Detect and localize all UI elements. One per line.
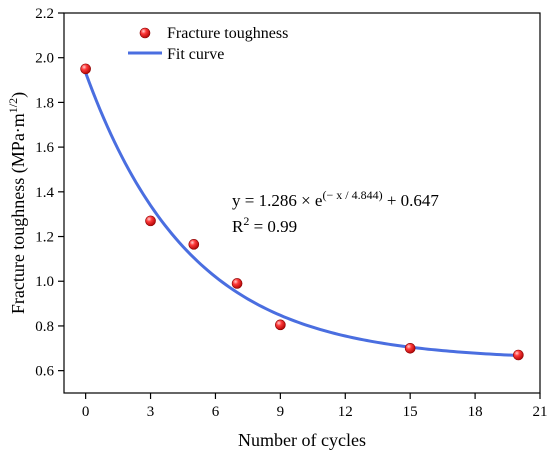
plot-frame <box>63 12 541 394</box>
fit-equation-suffix: + 0.647 <box>383 191 440 210</box>
x-tick-label: 3 <box>147 404 155 420</box>
x-tick-label: 12 <box>338 404 353 420</box>
x-tick-label: 15 <box>403 404 418 420</box>
y-tick-label: 2.2 <box>35 6 54 22</box>
data-point <box>80 63 91 75</box>
y-axis-title-close: ) <box>8 92 29 98</box>
y-tick-label: 1.8 <box>35 95 54 111</box>
fit-equation-prefix: y = 1.286 × e <box>232 191 322 210</box>
y-tick-label: 0.6 <box>35 364 54 380</box>
fit-curve-layer <box>84 72 519 358</box>
r-squared-value: = 0.99 <box>249 217 297 236</box>
x-tick-label: 21 <box>533 404 548 420</box>
y-tick-label: 1.0 <box>35 274 54 290</box>
y-tick-label: 1.6 <box>35 140 54 156</box>
r-squared-annotation: R2 = 0.99 <box>232 214 297 236</box>
y-axis-title: Fracture toughness (MPa·m1/2) <box>6 92 29 314</box>
data-point <box>188 239 200 250</box>
data-points-layer <box>80 63 524 361</box>
data-point <box>275 319 286 331</box>
x-axis-ticks: 0 3 6 9 12 15 18 21 <box>82 393 548 420</box>
y-axis-title-main: Fracture toughness (MPa·m <box>8 113 29 314</box>
r-squared-sup: 2 <box>243 214 249 228</box>
x-axis-title: Number of cycles <box>238 430 366 450</box>
data-point <box>513 349 524 361</box>
legend: Fracture toughness Fit curve <box>128 25 288 63</box>
legend-label-fracture-toughness: Fracture toughness <box>167 25 288 42</box>
y-tick-label: 2.0 <box>35 51 54 67</box>
fit-equation: y = 1.286 × e(− x / 4.844) + 0.647 <box>232 188 439 210</box>
y-axis-title-sup: 1/2 <box>6 98 20 113</box>
y-tick-label: 1.4 <box>35 185 54 201</box>
y-tick-label: 1.2 <box>35 230 54 246</box>
x-tick-label: 18 <box>468 404 483 420</box>
data-point <box>404 342 416 354</box>
x-tick-label: 6 <box>212 404 220 420</box>
legend-marker-fracture-toughness <box>139 27 151 39</box>
x-tick-label: 9 <box>277 404 285 420</box>
x-tick-label: 0 <box>82 404 90 420</box>
data-point <box>145 215 156 227</box>
data-point <box>231 278 243 289</box>
fit-equation-exponent: (− x / 4.844) <box>322 188 382 202</box>
y-axis-ticks: 0.6 0.8 1.0 1.2 1.4 1.6 1.8 2.0 2.2 <box>35 6 64 380</box>
y-tick-label: 0.8 <box>35 319 54 335</box>
r-squared-label: R <box>232 217 244 236</box>
legend-label-fit-curve: Fit curve <box>167 46 224 63</box>
fit-curve-line <box>84 72 519 358</box>
